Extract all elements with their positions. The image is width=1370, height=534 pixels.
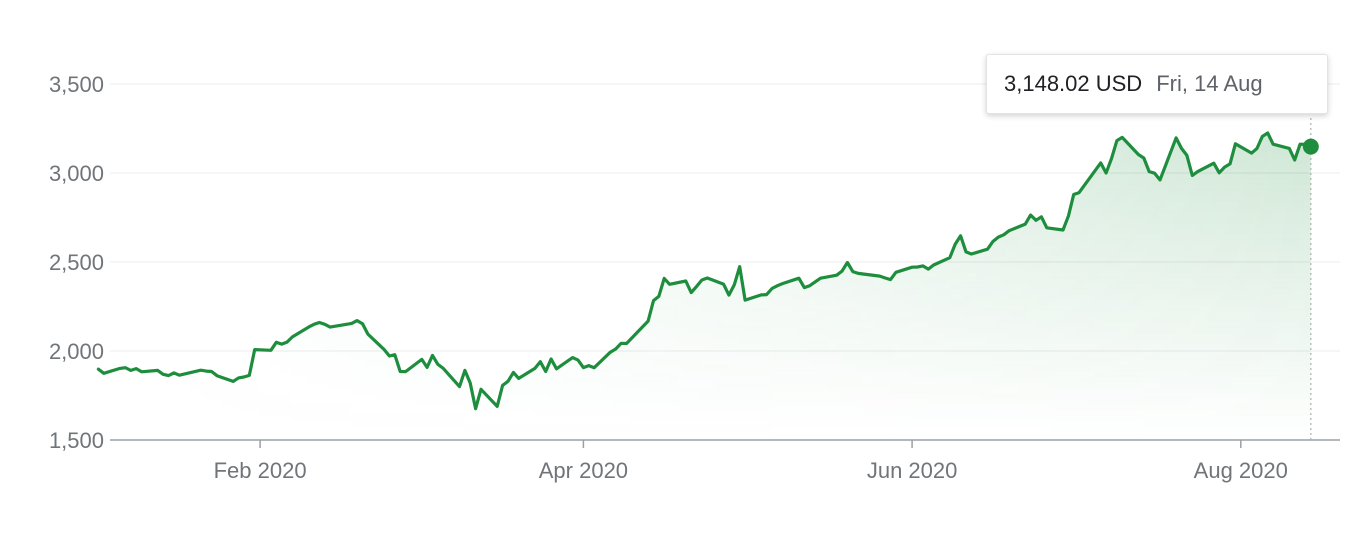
price-line-layer [96, 131, 1313, 411]
tooltip-price-value: 3,148.02 USD [1004, 71, 1143, 96]
y-tick-label: 1,500 [49, 428, 104, 453]
x-tick-label: Apr 2020 [539, 458, 628, 483]
y-tick-label: 3,000 [49, 161, 104, 186]
area-fill-layer [98, 132, 1311, 440]
y-tick-label: 2,000 [49, 339, 104, 364]
x-tick-label: Aug 2020 [1194, 458, 1288, 483]
tooltip-date-label: Fri, 14 Aug [1156, 71, 1263, 96]
x-axis-ticks: Feb 2020 Apr 2020 Jun 2020 Aug 2020 [214, 440, 1288, 483]
price-tooltip: 3,148.02 USD Fri, 14 Aug [986, 54, 1328, 114]
y-axis-ticks: 1,500 2,000 2,500 3,000 3,500 [49, 72, 104, 453]
price-area-fill [98, 132, 1311, 440]
x-tick-label: Feb 2020 [214, 458, 307, 483]
hover-point-marker[interactable] [1302, 138, 1319, 155]
hover-layer[interactable] [1302, 118, 1319, 440]
price-line [96, 131, 1313, 411]
x-tick-label: Jun 2020 [867, 458, 958, 483]
y-tick-label: 3,500 [49, 72, 104, 97]
y-tick-label: 2,500 [49, 250, 104, 275]
